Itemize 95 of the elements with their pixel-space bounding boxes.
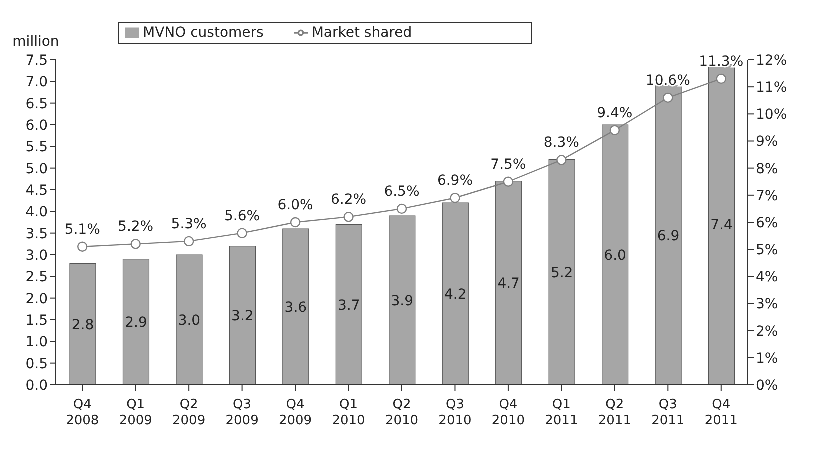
x-tick-label: Q2 2010 bbox=[385, 398, 419, 428]
y2-tick-label: 1% bbox=[756, 350, 778, 367]
point bbox=[556, 155, 567, 166]
y-tick-label: 5.5 bbox=[26, 140, 48, 156]
bar bbox=[282, 228, 310, 385]
data-label: 6.2% bbox=[330, 192, 367, 208]
y-tick-label: 7.0 bbox=[26, 74, 48, 91]
point bbox=[396, 204, 408, 214]
data-label: 3.7 bbox=[338, 298, 360, 314]
y-axis-title: million bbox=[12, 34, 60, 50]
bar bbox=[602, 124, 629, 385]
bar bbox=[442, 202, 469, 385]
bar bbox=[548, 159, 576, 385]
x-tick-label: Q2 2009 bbox=[172, 398, 206, 428]
y-tick-label: 6.5 bbox=[26, 96, 48, 112]
x-tick-label: Q3 2011 bbox=[652, 398, 685, 428]
bar bbox=[496, 181, 522, 385]
data-label: 6.5% bbox=[384, 184, 420, 200]
data-label: 3.0 bbox=[178, 313, 201, 329]
y2-tick-label: 6% bbox=[756, 215, 778, 232]
x-tick-label: Q4 2009 bbox=[278, 398, 312, 428]
data-label: 5.6% bbox=[224, 208, 260, 224]
x-tick-label: Q4 2008 bbox=[66, 398, 100, 428]
data-label: 4.2 bbox=[444, 287, 467, 303]
y2-tick-label: 7% bbox=[756, 188, 778, 204]
y2-tick-label: 0% bbox=[756, 378, 778, 394]
bar bbox=[229, 246, 256, 385]
point bbox=[78, 242, 88, 252]
data-label: 9.4% bbox=[597, 105, 633, 122]
data-label: 5.3% bbox=[171, 216, 207, 232]
bar bbox=[655, 86, 682, 385]
y-tick-label: 6.0 bbox=[26, 118, 48, 134]
y-tick-label: 4.0 bbox=[26, 204, 48, 221]
y-tick-label: 0.5 bbox=[26, 356, 48, 372]
y-tick-label: 0.0 bbox=[26, 378, 48, 394]
legend-label: MVNO customers bbox=[143, 25, 264, 41]
data-label: 7.4 bbox=[710, 218, 733, 234]
y2-tick-label: 9% bbox=[756, 134, 778, 150]
point bbox=[184, 236, 194, 247]
y2-tick-label: 5% bbox=[756, 242, 778, 259]
point bbox=[716, 74, 726, 84]
y2-tick-label: 3% bbox=[756, 296, 778, 313]
data-label: 5.2 bbox=[550, 265, 574, 282]
data-label: 5.1% bbox=[64, 222, 100, 238]
data-label: 3.6 bbox=[284, 300, 308, 316]
point bbox=[344, 212, 354, 222]
bar bbox=[336, 224, 362, 385]
y2-tick-label: 2% bbox=[756, 324, 778, 340]
y2-tick-label: 4% bbox=[756, 270, 778, 286]
data-label: 4.7 bbox=[498, 276, 520, 292]
x-tick-label: Q2 2011 bbox=[598, 398, 632, 428]
bar bbox=[389, 216, 416, 385]
point bbox=[663, 92, 674, 104]
point bbox=[237, 228, 248, 238]
x-tick-label: Q4 2010 bbox=[492, 398, 526, 428]
data-label: 6.0 bbox=[604, 248, 626, 264]
point bbox=[130, 239, 141, 250]
y2-tick-label: 10% bbox=[756, 107, 788, 124]
bar bbox=[122, 259, 150, 385]
y-tick-label: 1.5 bbox=[26, 312, 48, 329]
x-tick-label: Q1 2009 bbox=[119, 398, 152, 428]
bar bbox=[70, 263, 96, 385]
y-tick-label: 3.5 bbox=[26, 226, 48, 242]
y2-tick-label: 11% bbox=[756, 80, 788, 96]
x-tick-label: Q1 2010 bbox=[332, 398, 366, 428]
y-tick-label: 2.0 bbox=[26, 291, 48, 308]
x-tick-label: Q3 2009 bbox=[226, 398, 259, 428]
data-label: 2.8 bbox=[72, 317, 94, 334]
y-tick-label: 1.0 bbox=[26, 334, 48, 351]
data-label: 2.9 bbox=[125, 315, 148, 332]
y2-tick-label: 8% bbox=[756, 161, 778, 178]
y-tick-label: 4.5 bbox=[26, 182, 48, 199]
y-tick-label: 5.0 bbox=[26, 161, 48, 178]
point bbox=[610, 125, 620, 136]
data-label: 6.0% bbox=[278, 198, 314, 214]
x-tick-label: Q4 2011 bbox=[704, 398, 738, 428]
point bbox=[503, 176, 514, 187]
data-label: 6.9 bbox=[657, 228, 680, 244]
y-tick-label: 2.5 bbox=[26, 270, 48, 286]
data-label: 6.9% bbox=[437, 173, 474, 190]
y2-tick-label: 12% bbox=[756, 52, 788, 69]
data-label: 10.6% bbox=[646, 72, 690, 89]
x-tick-label: Q3 2010 bbox=[438, 398, 472, 428]
x-tick-label: Q1 2011 bbox=[545, 398, 578, 428]
point bbox=[290, 217, 301, 228]
data-label: 7.5% bbox=[490, 156, 526, 173]
bar bbox=[176, 254, 203, 385]
point bbox=[450, 193, 460, 204]
y-tick-label: 3.0 bbox=[26, 248, 48, 264]
data-label: 5.2% bbox=[118, 219, 154, 236]
legend-label: Market shared bbox=[312, 25, 412, 41]
data-label: 8.3% bbox=[544, 135, 580, 152]
data-label: 3.9 bbox=[391, 294, 414, 310]
y-tick-label: 7.5 bbox=[26, 52, 48, 69]
data-label: 3.2 bbox=[232, 308, 254, 325]
